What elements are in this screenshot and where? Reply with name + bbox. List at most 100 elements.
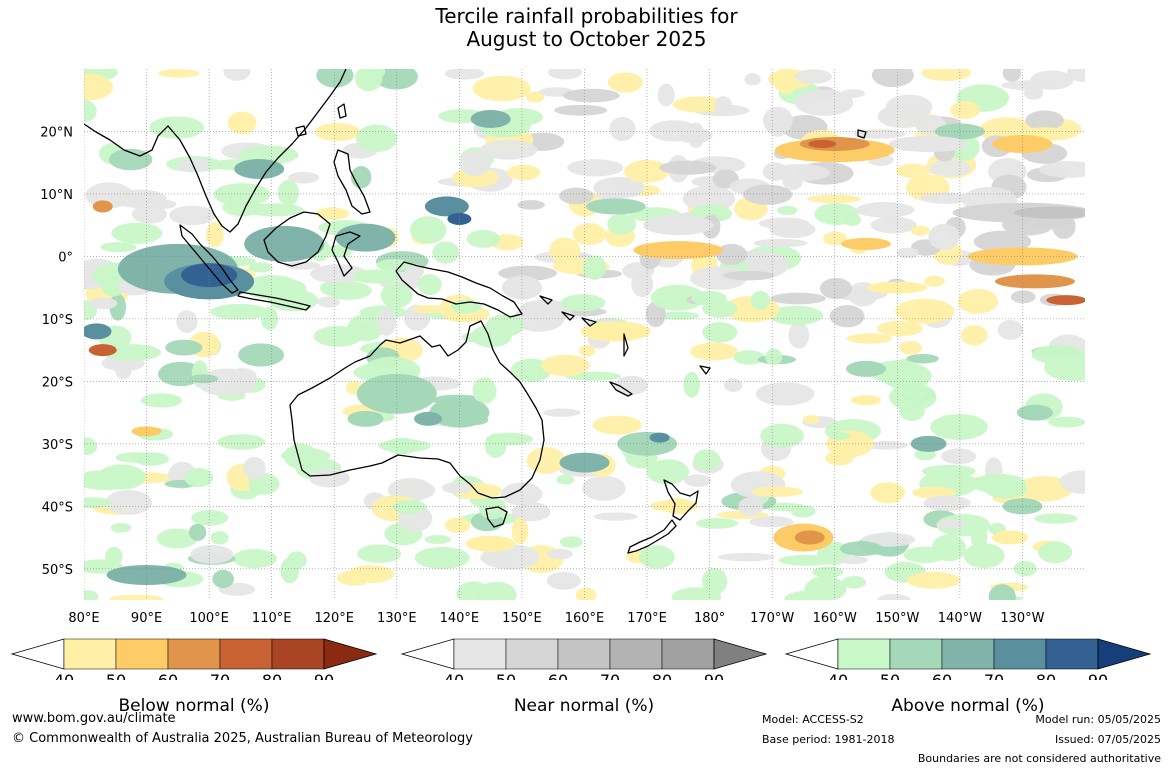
probability-patch — [283, 443, 318, 469]
probability-patch — [115, 363, 132, 380]
probability-patch — [548, 69, 583, 80]
probability-patch — [217, 434, 266, 450]
issued-date: Issued: 07/05/2025 — [1054, 733, 1161, 746]
probability-patch — [248, 262, 273, 273]
probability-patch — [876, 320, 923, 337]
new-guinea-coastline — [395, 261, 523, 318]
below-normal-legend-title: Below normal (%) — [118, 696, 270, 716]
probability-patch — [357, 544, 402, 563]
bom-url-link[interactable]: www.bom.gov.au/climate — [12, 711, 176, 726]
probability-patch — [286, 551, 307, 570]
sumatra-coastline — [179, 224, 239, 294]
probability-patch — [447, 212, 472, 225]
probability-patch — [807, 194, 861, 204]
probability-patch — [690, 204, 733, 222]
longitude-label: 150°E — [502, 611, 542, 626]
probability-patch — [309, 468, 350, 488]
probability-patch — [414, 411, 443, 426]
legend-tick-label: 50 — [496, 671, 516, 680]
probability-patch — [870, 482, 905, 504]
probability-patch — [804, 576, 847, 600]
probability-patch — [1038, 541, 1073, 564]
legend-tick-label: 90 — [1088, 671, 1108, 680]
probability-patch — [580, 321, 651, 342]
probability-patch — [839, 555, 868, 565]
below-normal-swatch — [63, 638, 117, 670]
longitude-label: 90°E — [131, 611, 162, 626]
probability-patch — [691, 290, 727, 306]
probability-patch — [410, 216, 447, 244]
probability-patch — [1025, 110, 1064, 131]
probability-patch — [616, 180, 641, 198]
probability-patch — [131, 426, 162, 437]
probability-patch — [714, 96, 733, 116]
longitude-label: 160°W — [813, 611, 857, 626]
probability-patch — [823, 231, 847, 246]
probability-patch — [941, 448, 977, 465]
probability-patch — [111, 222, 163, 244]
near-normal-swatch — [609, 638, 663, 670]
probability-patch — [751, 486, 804, 498]
probability-patch — [546, 548, 573, 560]
probability-patch — [929, 159, 971, 177]
probability-patch — [778, 554, 835, 566]
probability-patch — [991, 530, 1028, 545]
legend-tick-label: 80 — [652, 671, 672, 680]
probability-patch — [878, 113, 904, 122]
probability-patch — [643, 215, 714, 236]
probability-patch — [97, 464, 146, 490]
probability-patch — [903, 389, 928, 399]
probability-patch — [842, 213, 862, 226]
probability-patch — [851, 395, 882, 406]
below-normal-swatch — [219, 638, 273, 670]
probability-patch — [794, 530, 825, 545]
legend-tick-label: 40 — [444, 671, 464, 680]
near-normal-swatch — [557, 638, 611, 670]
probability-patch — [546, 571, 581, 590]
probability-patch — [352, 269, 402, 284]
probability-patch — [984, 479, 1028, 499]
legend-left-cap — [10, 638, 65, 670]
probability-patch — [158, 69, 200, 78]
near-normal-colorbar: 40 50 60 70 80 90 — [400, 638, 768, 680]
near-normal-swatch — [661, 638, 715, 670]
legend-tick-label: 90 — [704, 671, 724, 680]
legend-tick-label: 60 — [548, 671, 568, 680]
probability-patch — [210, 303, 269, 320]
probability-patch — [899, 340, 923, 355]
probability-patch — [392, 499, 427, 515]
probability-patch — [607, 213, 636, 235]
probability-patch — [607, 72, 643, 93]
legend-right-cap — [323, 638, 378, 670]
probability-patch — [223, 69, 251, 81]
boundaries-disclaimer: Boundaries are not considered authoritat… — [917, 752, 1161, 765]
probability-patch — [750, 290, 771, 310]
probability-patch — [961, 325, 988, 346]
probability-patch — [355, 124, 398, 153]
probability-patch — [108, 148, 153, 171]
probability-patch — [906, 571, 961, 589]
probability-patch — [244, 225, 325, 262]
probability-patch — [841, 237, 892, 250]
probability-patch — [683, 371, 700, 398]
probability-patch — [839, 541, 883, 557]
probability-patch — [1001, 80, 1058, 91]
hawaii-coastline — [857, 129, 867, 139]
longitude-label: 150°W — [875, 611, 919, 626]
below-normal-colorbar: 40 50 60 70 80 90 — [10, 638, 378, 680]
probability-patch — [1059, 470, 1085, 494]
probability-patch — [759, 217, 810, 230]
probability-patch — [347, 410, 384, 427]
probability-patch — [183, 467, 214, 488]
legend-tick-label: 80 — [1036, 671, 1056, 680]
probability-patch — [614, 375, 649, 395]
near-normal-swatch — [505, 638, 559, 670]
probability-patch — [753, 238, 808, 248]
model-run-date: Model run: 05/05/2025 — [1035, 713, 1161, 726]
probability-patch — [556, 474, 575, 485]
probability-patch — [100, 242, 137, 253]
probability-patch — [549, 237, 581, 264]
legend-tick-label: 50 — [106, 671, 126, 680]
probability-patch — [922, 464, 976, 478]
probability-patch — [227, 111, 257, 135]
